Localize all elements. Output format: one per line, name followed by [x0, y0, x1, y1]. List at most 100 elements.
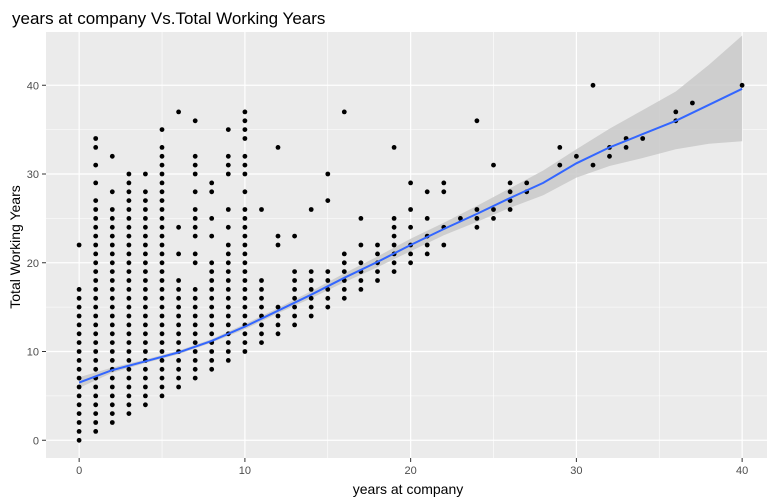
scatter-point [242, 295, 248, 301]
scatter-point [176, 358, 182, 363]
scatter-point [159, 251, 165, 257]
scatter-point [76, 322, 82, 328]
scatter-point [93, 402, 99, 408]
scatter-point [690, 100, 695, 106]
scatter-point [159, 171, 165, 177]
scatter-point [292, 233, 297, 239]
y-tick-label: 40 [27, 80, 39, 92]
scatter-point [458, 216, 463, 221]
scatter-point [192, 313, 198, 319]
scatter-point [143, 349, 148, 354]
scatter-point [176, 340, 182, 345]
scatter-point [209, 358, 215, 363]
scatter-point [192, 224, 198, 230]
scatter-point [259, 304, 264, 310]
scatter-point [225, 322, 231, 328]
scatter-point [159, 224, 165, 230]
smooth-line [78, 87, 743, 384]
scatter-point [109, 331, 115, 337]
y-tick-label: 10 [27, 347, 39, 359]
scatter-point [209, 260, 215, 266]
scatter-point [76, 331, 82, 337]
scatter-point [209, 295, 215, 301]
scatter-point [192, 340, 198, 345]
scatter-point [275, 145, 281, 150]
scatter-point [159, 180, 165, 186]
scatter-point [507, 207, 513, 212]
scatter-point [524, 180, 530, 186]
scatter-point [109, 216, 115, 221]
scatter-point [242, 127, 248, 132]
scatter-point [159, 260, 165, 266]
scatter-point [76, 437, 82, 443]
scatter-point [292, 269, 297, 274]
scatter-point [143, 393, 148, 399]
scatter-point [93, 340, 99, 345]
scatter-point [474, 207, 480, 212]
scatter-point [93, 313, 99, 319]
scatter-point [143, 287, 148, 292]
scatter-point [159, 127, 165, 132]
scatter-point [325, 198, 331, 204]
scatter-point [76, 429, 82, 434]
scatter-point [375, 278, 380, 283]
scatter-point [225, 251, 231, 257]
x-tick-label: 30 [570, 465, 582, 477]
scatter-point [242, 109, 248, 115]
scatter-point [93, 358, 99, 363]
scatter-point [424, 216, 430, 221]
scatter-point [93, 295, 99, 301]
scatter-point [143, 331, 148, 337]
scatter-point [391, 216, 397, 221]
scatter-point [275, 313, 281, 319]
scatter-point [242, 153, 248, 159]
scatter-point [358, 278, 364, 283]
scatter-point [607, 153, 612, 159]
scatter-point [325, 278, 331, 283]
scatter-point [225, 207, 231, 212]
scatter-point [242, 287, 248, 292]
scatter-point [76, 304, 82, 310]
scatter-points [76, 82, 745, 443]
scatter-point [308, 207, 314, 212]
scatter-point [242, 260, 248, 266]
scatter-point [275, 242, 281, 248]
scatter-point [109, 393, 115, 399]
scatter-point [143, 233, 148, 239]
scatter-point [143, 375, 148, 381]
scatter-point [159, 242, 165, 248]
scatter-point [192, 189, 198, 195]
scatter-point [242, 118, 248, 124]
scatter-point [126, 198, 132, 204]
scatter-point [209, 366, 215, 372]
scatter-point [93, 304, 99, 310]
scatter-point [176, 304, 182, 310]
scatter-point [76, 287, 82, 292]
scatter-point [242, 224, 248, 230]
scatter-point [109, 260, 115, 266]
scatter-point [640, 136, 646, 141]
scatter-point [126, 180, 132, 186]
scatter-point [126, 313, 132, 319]
scatter-point [375, 242, 380, 248]
scatter-point [109, 242, 115, 248]
scatter-point [209, 216, 215, 221]
scatter-point [126, 224, 132, 230]
scatter-point [391, 145, 397, 150]
scatter-point [673, 109, 679, 115]
scatter-point [275, 233, 281, 239]
scatter-point [109, 340, 115, 345]
scatter-point [292, 278, 297, 283]
scatter-point [143, 402, 148, 408]
scatter-point [93, 180, 99, 186]
scatter-point [242, 171, 248, 177]
scatter-point [109, 322, 115, 328]
scatter-point [109, 349, 115, 354]
scatter-point [292, 313, 297, 319]
scatter-point [143, 189, 148, 195]
scatter-point [109, 375, 115, 381]
scatter-point [126, 322, 132, 328]
scatter-point [176, 251, 182, 257]
scatter-point [143, 278, 148, 283]
